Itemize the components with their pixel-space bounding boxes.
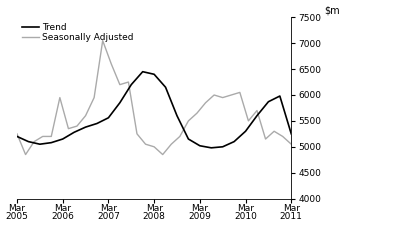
- Text: $m: $m: [324, 5, 340, 15]
- Legend: Trend, Seasonally Adjusted: Trend, Seasonally Adjusted: [21, 22, 135, 43]
